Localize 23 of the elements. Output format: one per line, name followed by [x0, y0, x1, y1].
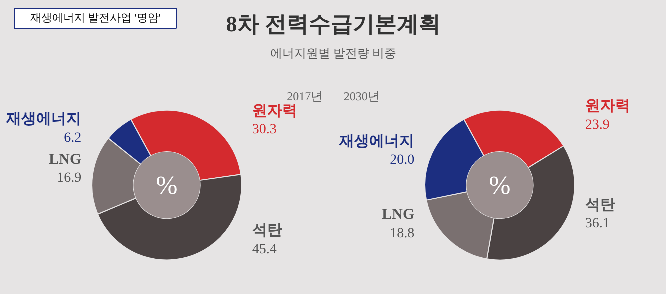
slice-label: LNG: [49, 152, 82, 168]
data-label: 23.9: [585, 118, 610, 133]
data-label: 18.8: [390, 226, 415, 242]
data-label: 20.0: [390, 153, 415, 168]
slice-label: 석탄: [252, 223, 282, 240]
text: %: [156, 170, 178, 200]
slice-label: 재생에너지: [338, 134, 415, 150]
data-label: 6.2: [64, 130, 82, 146]
chart-title: 2017년: [287, 90, 324, 104]
chart-title: 2030년: [344, 90, 380, 104]
text: %: [489, 170, 511, 200]
slice-label: LNG: [382, 207, 415, 224]
data-label: 45.4: [252, 242, 277, 258]
data-label: 30.3: [252, 122, 277, 138]
slice-label: 석탄: [585, 197, 616, 214]
data-label: 36.1: [585, 216, 610, 232]
text: 8차 전력수급기본계획: [226, 12, 441, 36]
data-label: 16.9: [57, 171, 82, 186]
slice-label: 원자력: [585, 98, 630, 115]
text: 재생에너지 발전사업 '명암': [30, 12, 161, 24]
text: 에너지원별 발전량 비중: [270, 46, 396, 60]
slice-label: 재생에너지: [6, 112, 82, 128]
slice-label: 원자력: [252, 103, 298, 120]
